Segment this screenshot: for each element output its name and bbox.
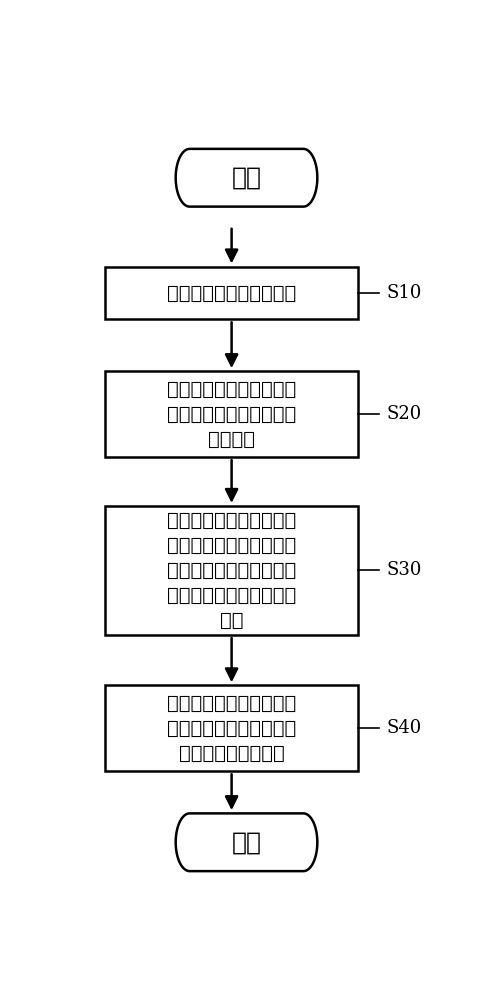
Text: 结束: 结束 <box>231 830 261 854</box>
Text: S30: S30 <box>385 561 421 579</box>
Text: 在获取到所述制动指令的
情况下，获取车速信息和
载荷信息: 在获取到所述制动指令的 情况下，获取车速信息和 载荷信息 <box>167 380 296 449</box>
Polygon shape <box>175 149 317 207</box>
Text: S20: S20 <box>385 405 420 423</box>
Bar <box>105 371 358 457</box>
Text: 判断是否获取到制动指令: 判断是否获取到制动指令 <box>167 284 296 303</box>
Bar <box>105 506 358 635</box>
Text: 开始: 开始 <box>231 166 261 190</box>
Text: S40: S40 <box>385 719 420 737</box>
Text: 基于所述车速信息和所述
载荷信息生成对应的制动
控制策略，所述制动控制
策略作用于至少一个制动
机构: 基于所述车速信息和所述 载荷信息生成对应的制动 控制策略，所述制动控制 策略作用… <box>167 511 296 630</box>
Text: S10: S10 <box>385 284 421 302</box>
Polygon shape <box>175 813 317 871</box>
Bar <box>105 267 358 319</box>
Bar <box>105 685 358 771</box>
Text: 基于所述制动控制策略控
制所述至少一个制动机构
执行对应的制动操作: 基于所述制动控制策略控 制所述至少一个制动机构 执行对应的制动操作 <box>167 694 296 763</box>
